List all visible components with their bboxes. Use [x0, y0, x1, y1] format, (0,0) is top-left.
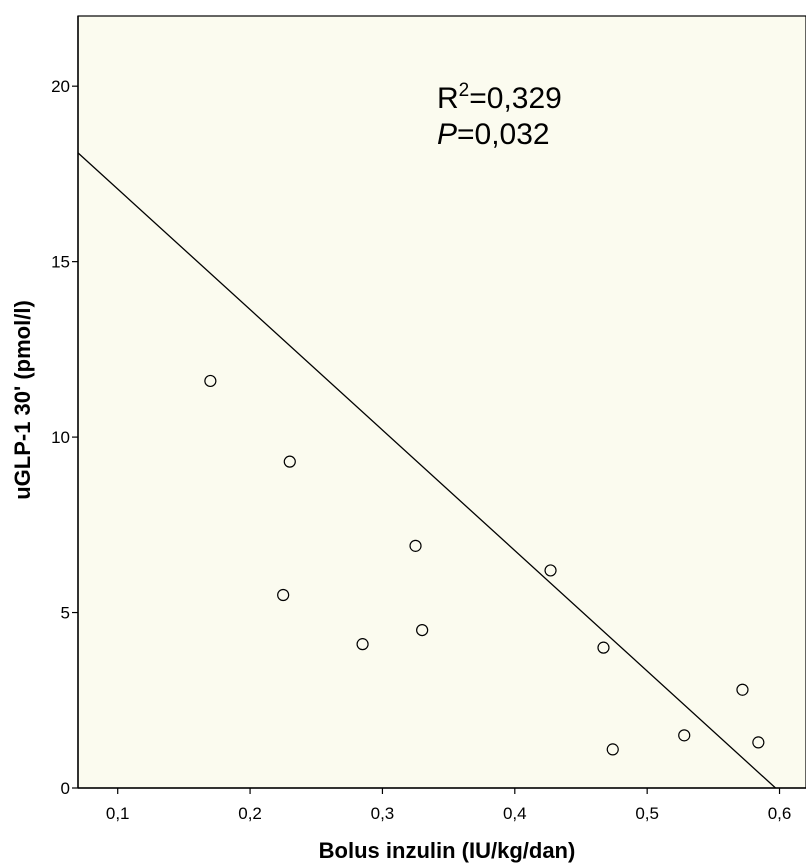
y-axis-title: uGLP-1 30' (pmol/l)	[10, 300, 35, 500]
y-tick-label: 5	[61, 604, 70, 623]
x-tick-label: 0,6	[768, 804, 792, 823]
x-tick-label: 0,2	[238, 804, 262, 823]
r2-prefix: R	[437, 82, 459, 115]
y-tick-label: 0	[61, 779, 70, 798]
plot-area	[77, 15, 806, 789]
x-axis-title: Bolus inzulin (IU/kg/dan)	[319, 838, 576, 863]
data-point	[204, 374, 217, 388]
data-point	[736, 683, 749, 696]
data-point	[277, 588, 290, 602]
p-label: P	[437, 118, 457, 151]
x-tick-label: 0,4	[503, 804, 527, 823]
p-value: =0,032	[457, 118, 550, 151]
y-tick-label: 15	[51, 253, 70, 272]
data-point	[416, 623, 429, 637]
p-value-annotation: P=0,032	[437, 118, 550, 151]
x-tick-label: 0,1	[106, 804, 130, 823]
y-tick-label: 10	[51, 428, 70, 447]
r-squared-annotation: R2=0,329	[437, 80, 562, 115]
y-tick-label: 20	[51, 77, 70, 96]
data-point	[752, 736, 765, 749]
x-tick-label: 0,5	[635, 804, 659, 823]
points-layer	[204, 374, 765, 756]
x-ticks: 0,1 0,2 0,3 0,4 0,5 0,6	[106, 788, 791, 823]
r2-superscript: 2	[459, 80, 470, 101]
x-tick-label: 0,3	[371, 804, 395, 823]
data-point	[544, 564, 557, 577]
fit-line-layer	[77, 152, 776, 789]
data-point	[356, 638, 369, 651]
data-point	[409, 539, 422, 552]
data-point	[597, 641, 610, 654]
data-point	[283, 455, 296, 468]
y-ticks: 0 5 10 15 20	[51, 77, 78, 798]
data-point	[678, 729, 691, 742]
fit-line	[77, 152, 776, 789]
r2-value: =0,329	[469, 82, 562, 115]
data-point	[606, 743, 619, 756]
